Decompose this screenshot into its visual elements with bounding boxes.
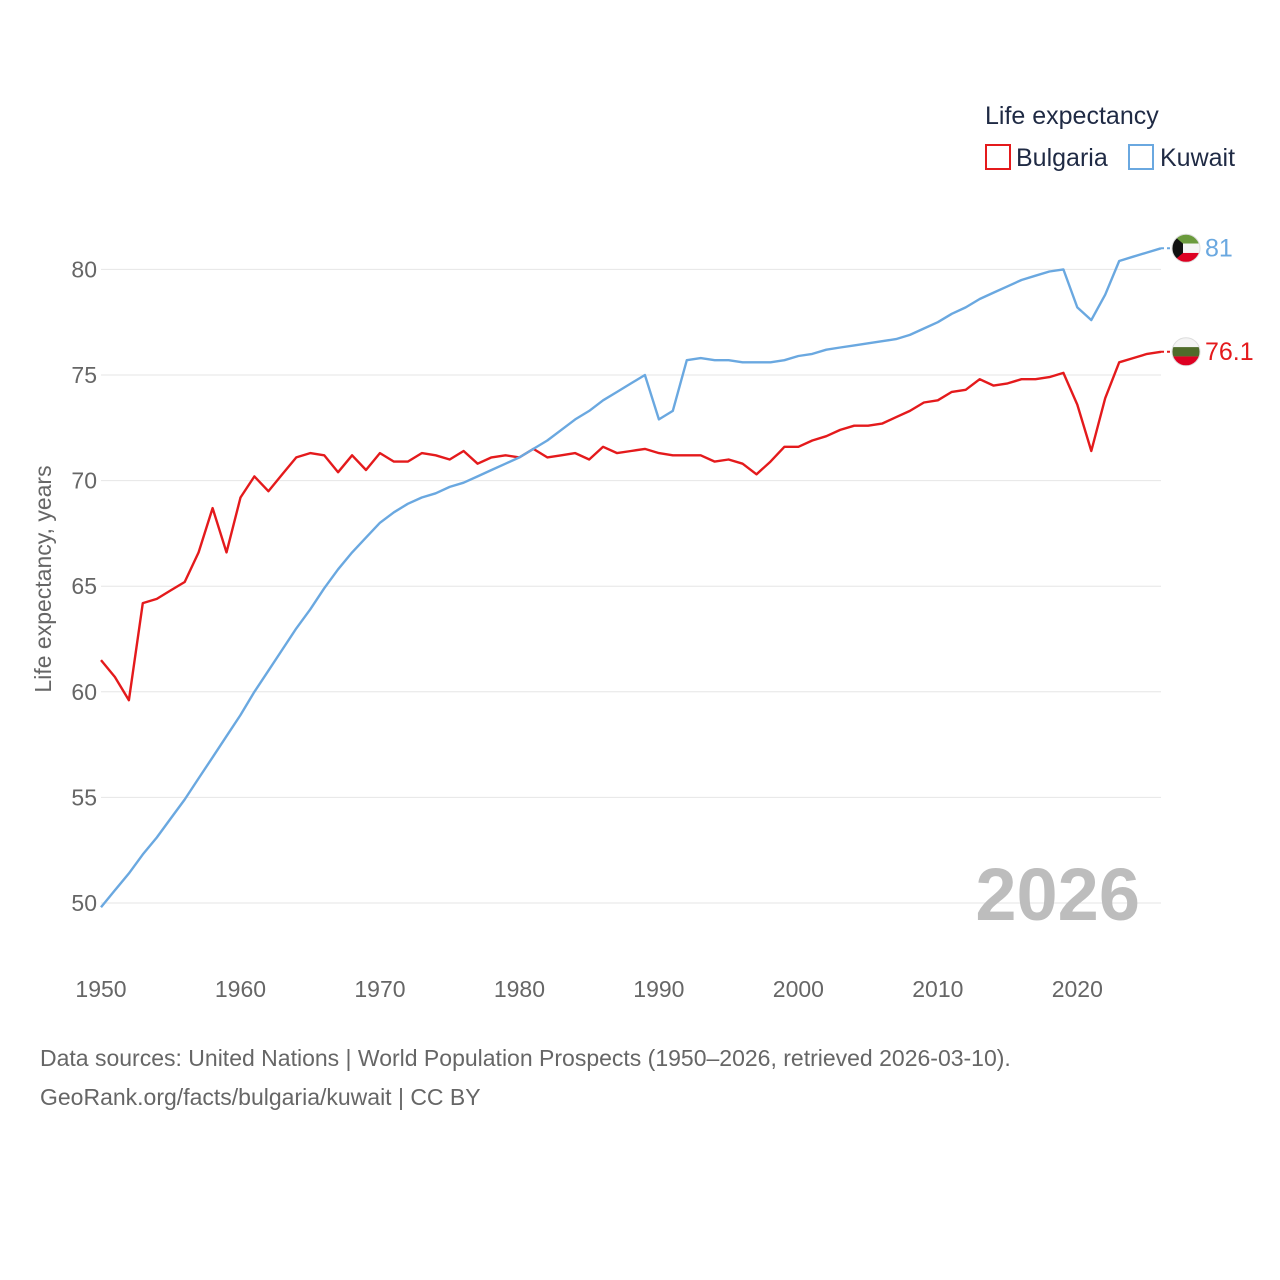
y-tick-55: 55 (71, 784, 97, 810)
series-end-markers: 76.1 81 (1161, 233, 1254, 367)
flag-kuwait-icon (1172, 234, 1200, 263)
legend-label-bulgaria: Bulgaria (1016, 144, 1108, 172)
y-tick-65: 65 (71, 573, 97, 599)
series-lines (100, 247, 1162, 908)
series-line-bulgaria[interactable] (100, 350, 1162, 702)
x-tick-2000: 2000 (773, 976, 824, 1002)
x-tick-1990: 1990 (633, 976, 684, 1002)
legend-item-kuwait[interactable]: Kuwait (1128, 144, 1235, 172)
x-tick-2010: 2010 (912, 976, 963, 1002)
x-tick-1950: 1950 (75, 976, 126, 1002)
y-tick-50: 50 (71, 890, 97, 916)
legend-item-bulgaria[interactable]: Bulgaria (985, 144, 1108, 172)
flag-bulgaria-icon (1172, 337, 1200, 366)
y-tick-75: 75 (71, 362, 97, 388)
grid-lines (101, 268, 1161, 904)
series-line-kuwait[interactable] (100, 247, 1162, 908)
y-tick-80: 80 (71, 256, 97, 282)
attribution-link[interactable]: GeoRank.org/facts/bulgaria/kuwait | CC B… (40, 1084, 481, 1110)
x-axis-ticks: 1950 1960 1970 1980 1990 2000 2010 2020 (75, 976, 1102, 1002)
legend: Life expectancy Bulgaria Kuwait (985, 102, 1235, 172)
legend-label-kuwait: Kuwait (1160, 144, 1235, 172)
end-label-bulgaria: 76.1 (1205, 338, 1254, 366)
x-tick-1970: 1970 (354, 976, 405, 1002)
y-axis-label: Life expectancy, years (30, 465, 56, 692)
legend-swatch-kuwait (1128, 144, 1154, 170)
y-tick-60: 60 (71, 679, 97, 705)
data-source-line: Data sources: United Nations | World Pop… (40, 1045, 1011, 1071)
y-tick-70: 70 (71, 468, 97, 494)
legend-swatch-bulgaria (985, 144, 1011, 170)
year-watermark: 2026 (975, 853, 1140, 936)
flag-border-kuwait (1171, 233, 1201, 263)
flag-border-bulgaria (1171, 337, 1201, 367)
x-tick-2020: 2020 (1052, 976, 1103, 1002)
legend-title: Life expectancy (985, 102, 1159, 130)
y-axis-ticks: 50 55 60 65 70 75 80 (71, 256, 97, 916)
x-tick-1960: 1960 (215, 976, 266, 1002)
end-label-kuwait: 81 (1205, 234, 1233, 262)
x-tick-1980: 1980 (494, 976, 545, 1002)
